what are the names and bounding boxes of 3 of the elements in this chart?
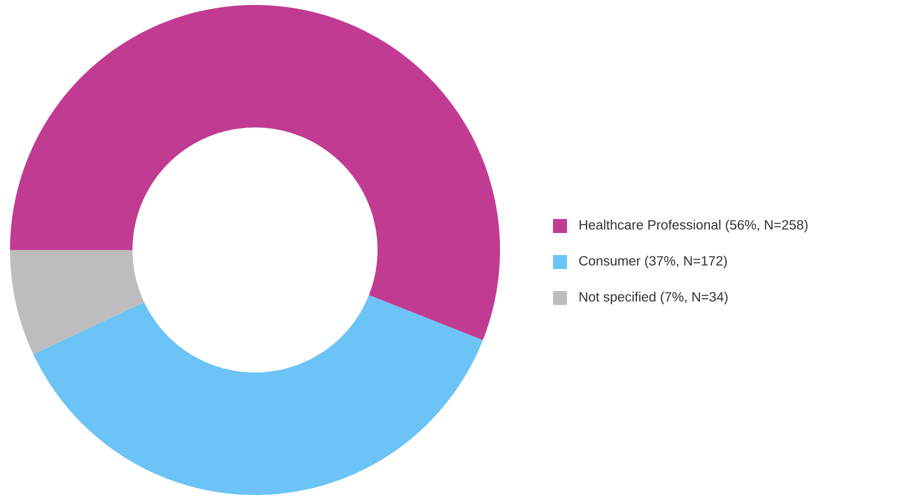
legend-label: Consumer (37%, N=172) <box>579 256 727 268</box>
legend-label: Not specified (7%, N=34) <box>580 292 728 304</box>
legend-label: Healthcare Professional (56%, N=258) <box>580 220 808 232</box>
